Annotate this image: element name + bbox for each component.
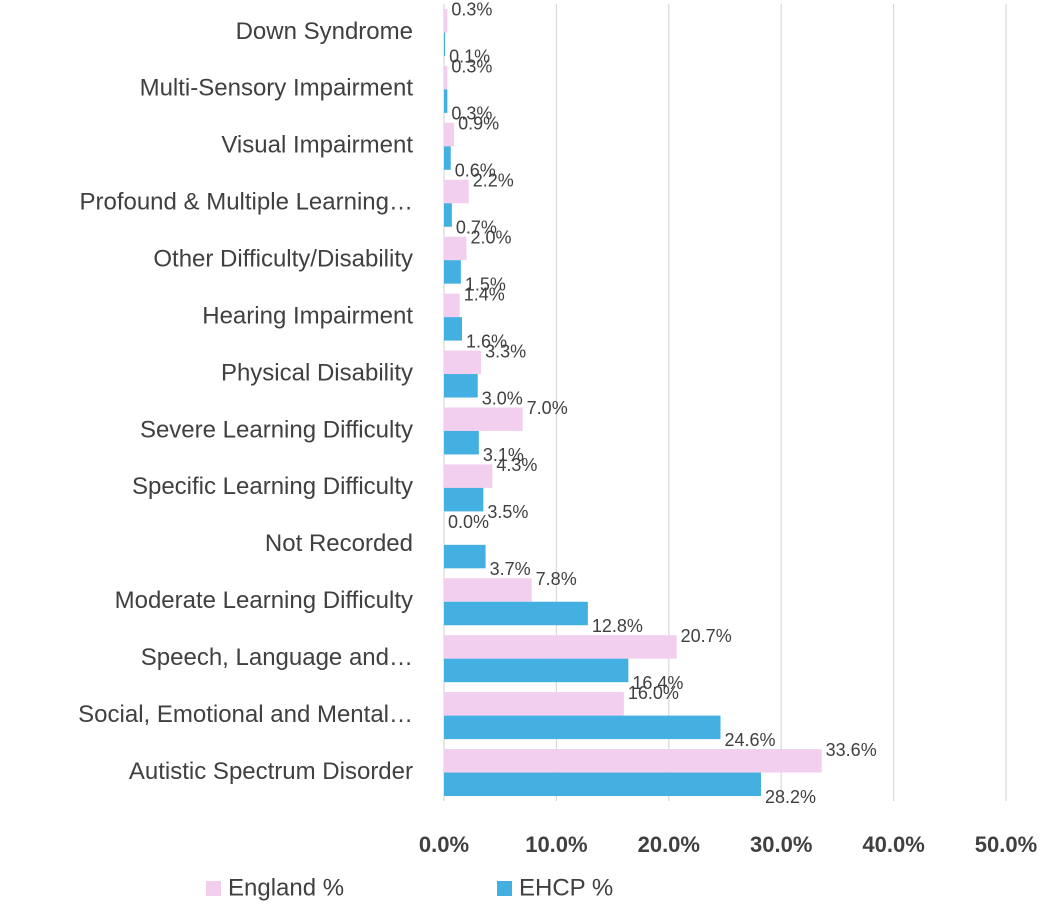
x-tick-label: 50.0%: [975, 832, 1037, 857]
x-tick-label: 20.0%: [638, 832, 700, 857]
value-label: 7.0%: [527, 398, 568, 418]
category-label: Multi-Sensory Impairment: [140, 75, 414, 102]
bar: [444, 601, 588, 626]
value-label: 7.8%: [536, 569, 577, 589]
value-label: 0.9%: [458, 114, 499, 134]
value-label: 0.6%: [455, 161, 496, 181]
legend-label: England %: [228, 874, 344, 901]
value-label: 1.6%: [466, 331, 507, 351]
value-label: 2.2%: [473, 171, 514, 191]
category-label: Other Difficulty/Disability: [153, 246, 413, 273]
bar: [444, 487, 484, 512]
category-label: Speech, Language and…: [141, 644, 413, 671]
value-label: 1.5%: [465, 274, 506, 294]
bar: [444, 260, 461, 284]
bar: [444, 407, 523, 431]
bar: [444, 203, 452, 227]
value-label: 0.3%: [451, 57, 492, 77]
value-label: 0.1%: [449, 47, 490, 67]
x-tick-label: 0.0%: [419, 832, 469, 857]
value-label: 3.5%: [487, 502, 528, 522]
value-label: 0.3%: [451, 0, 492, 20]
x-tick-label: 40.0%: [862, 832, 924, 857]
category-label: Moderate Learning Difficulty: [115, 587, 413, 614]
bar: [444, 544, 486, 569]
bar: [444, 658, 629, 683]
value-label: 0.3%: [451, 104, 492, 124]
bar: [444, 350, 482, 375]
value-label: 2.0%: [470, 227, 511, 247]
value-label: 33.6%: [826, 740, 877, 760]
value-label: 20.7%: [681, 626, 732, 646]
category-label: Specific Learning Difficulty: [132, 473, 413, 500]
category-label: Physical Disability: [221, 359, 413, 386]
value-label: 0.7%: [456, 218, 497, 238]
value-label: 16.4%: [632, 673, 683, 693]
category-label: Visual Impairment: [221, 132, 413, 159]
x-tick-label: 10.0%: [525, 832, 587, 857]
bar: [444, 32, 446, 56]
value-label: 3.1%: [483, 445, 524, 465]
bar: [444, 65, 448, 90]
bar: [444, 317, 462, 341]
category-label: Social, Emotional and Mental…: [78, 701, 413, 728]
legend-swatch: [206, 881, 221, 896]
value-label: 12.8%: [592, 616, 643, 636]
bar: [444, 578, 532, 602]
value-label: 1.4%: [464, 284, 505, 304]
bar: [444, 374, 478, 398]
legend-swatch: [497, 881, 512, 896]
bar: [444, 715, 721, 740]
category-label: Severe Learning Difficulty: [140, 416, 413, 443]
x-tick-label: 30.0%: [750, 832, 812, 857]
bar: [444, 772, 761, 797]
bar: [444, 749, 822, 773]
value-label: 3.3%: [485, 341, 526, 361]
bar: [444, 692, 624, 716]
bar: [444, 293, 460, 318]
value-label: 24.6%: [725, 730, 776, 750]
value-label: 3.0%: [482, 388, 523, 408]
bar: [444, 179, 469, 204]
legend-label: EHCP %: [519, 874, 613, 901]
bar: [444, 464, 493, 488]
value-label: 0.0%: [448, 512, 489, 532]
bar: [444, 236, 467, 261]
category-label: Profound & Multiple Learning…: [79, 189, 413, 216]
category-label: Down Syndrome: [236, 18, 413, 45]
category-label: Hearing Impairment: [202, 302, 413, 329]
value-label: 28.2%: [765, 787, 816, 807]
value-label: 4.3%: [496, 455, 537, 475]
category-label: Not Recorded: [265, 530, 413, 557]
bar: [444, 430, 479, 455]
category-label: Autistic Spectrum Disorder: [129, 758, 413, 785]
value-label: 3.7%: [490, 559, 531, 579]
bar: [444, 8, 448, 33]
bar: [444, 122, 455, 147]
bar: [444, 635, 677, 659]
value-label: 16.0%: [628, 683, 679, 703]
bar: [444, 89, 448, 113]
bar: [444, 146, 451, 170]
